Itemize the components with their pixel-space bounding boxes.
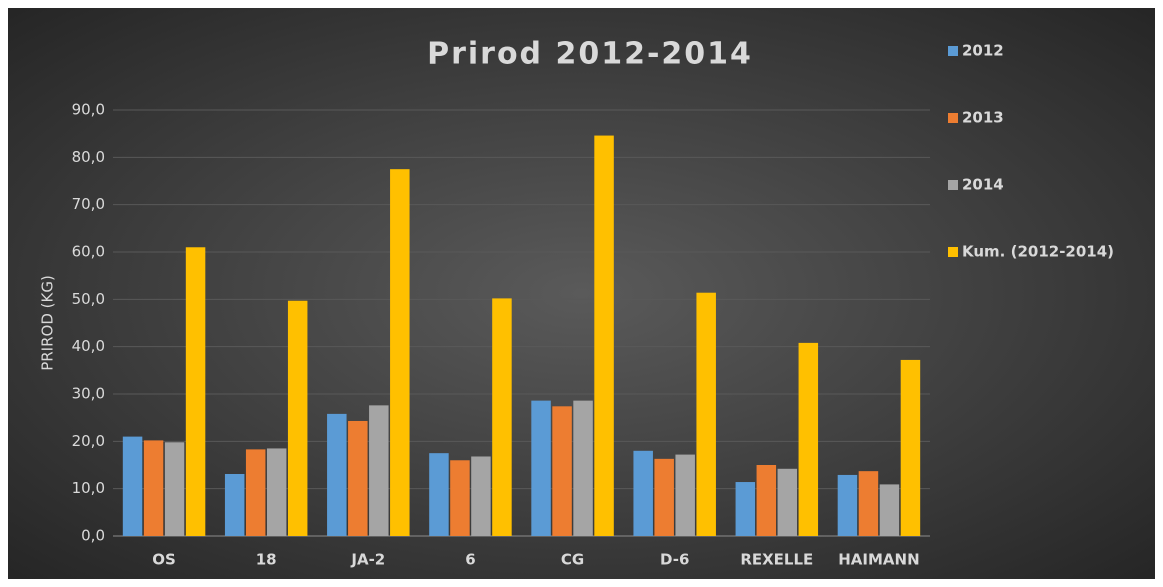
x-tick-label: OS (152, 551, 176, 569)
y-tick-label: 70,0 (72, 195, 105, 213)
bar (369, 405, 389, 536)
bar (633, 450, 653, 536)
y-tick-label: 50,0 (72, 290, 105, 308)
y-tick-label: 80,0 (72, 148, 105, 166)
bar (348, 420, 368, 536)
legend-label: Kum. (2012-2014) (962, 243, 1114, 261)
x-tick-label: 6 (465, 551, 475, 569)
bar (143, 440, 164, 536)
bar (266, 448, 287, 536)
bar (735, 482, 756, 536)
x-tick-label: REXELLE (740, 551, 813, 569)
y-tick-label: 20,0 (72, 432, 105, 450)
y-tick-label: 0,0 (81, 527, 105, 545)
x-tick-label: D-6 (660, 551, 689, 569)
x-tick-label: 18 (256, 551, 277, 569)
legend-label: 2012 (962, 42, 1004, 60)
bar (879, 484, 900, 536)
bar (492, 298, 512, 536)
bar (429, 453, 449, 536)
x-tick-label: HAIMANN (838, 551, 919, 569)
chart-title: Prirod 2012-2014 (427, 37, 753, 72)
y-tick-label: 30,0 (72, 385, 105, 403)
y-tick-label: 40,0 (72, 337, 105, 355)
bar (756, 465, 777, 536)
y-tick-label: 90,0 (72, 101, 105, 119)
bar (900, 359, 921, 536)
bar (327, 413, 347, 536)
bar (471, 456, 491, 536)
bar (450, 460, 470, 536)
bar (122, 436, 143, 536)
bar (696, 292, 716, 536)
bar (224, 473, 245, 536)
x-tick-label: JA-2 (350, 551, 385, 569)
bar (573, 400, 593, 536)
legend-label: 2013 (962, 109, 1004, 127)
legend-swatch (948, 180, 958, 190)
bar (777, 468, 798, 536)
bar (390, 169, 410, 536)
legend-swatch (948, 247, 958, 257)
bar (531, 400, 551, 536)
legend-swatch (948, 113, 958, 123)
bar (185, 247, 206, 536)
bar (552, 406, 572, 536)
bar (675, 454, 695, 536)
legend-swatch (948, 46, 958, 56)
bar (245, 449, 266, 536)
y-axis-label: PRIROD (KG) (39, 275, 57, 371)
y-tick-label: 10,0 (72, 479, 105, 497)
bar (287, 300, 308, 536)
bar (858, 471, 879, 536)
x-tick-label: CG (561, 551, 584, 569)
y-tick-label: 60,0 (72, 243, 105, 261)
bar (837, 474, 858, 536)
bar (654, 458, 674, 536)
bar (164, 442, 185, 536)
bar (798, 342, 819, 536)
legend-label: 2014 (962, 176, 1004, 194)
bar (594, 135, 614, 536)
